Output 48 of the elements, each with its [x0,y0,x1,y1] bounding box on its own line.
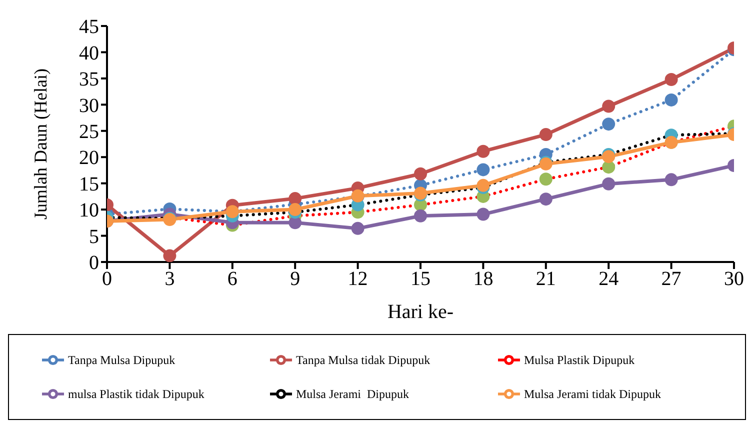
legend-label: Mulsa Plastik Dipupuk [524,352,635,367]
point [664,93,678,106]
point [602,118,616,131]
x-tick-label: 27 [661,268,682,290]
x-tick-label: 3 [164,268,175,290]
x-tick-label: 15 [410,268,430,290]
y-tick-label: 35 [79,68,99,91]
x-tick-label: 24 [598,268,619,290]
y-tick-label: 40 [79,42,99,64]
point [539,192,552,206]
point [414,167,427,180]
y-tick-label: 20 [79,147,99,170]
y-tick-label: 10 [79,200,99,222]
x-tick-label: 9 [290,268,300,290]
legend-label: Tanpa Mulsa tidak Dipupuk [296,352,430,367]
point [602,100,616,113]
point [476,208,490,221]
y-tick-label: 25 [79,120,99,143]
x-tick-label: 21 [536,268,556,290]
y-tick-label: 30 [79,94,99,117]
y-tick-label: 45 [79,16,99,38]
x-axis-title: Hari ke- [387,301,454,323]
point [476,144,490,158]
x-tick-label: 18 [473,268,494,290]
y-axis-title: Jumlah Daun (Helai) [30,68,50,220]
legend-label: Mulsa Jerami Dipupuk [296,386,409,401]
x-tick-label: 6 [227,268,238,290]
point [602,177,616,190]
point [476,163,490,176]
point [288,203,302,216]
point [539,172,552,186]
point [351,222,364,235]
point [476,178,490,192]
point [602,150,616,164]
point [539,128,552,142]
point [163,249,176,262]
point [664,173,678,186]
legend-label: Mulsa Jerami tidak Dipupuk [524,386,661,401]
legend-label: Tanpa Mulsa Dipupuk [68,352,176,367]
point [414,209,427,222]
x-tick-label: 12 [348,268,368,290]
y-tick-label: 15 [79,173,99,196]
point [664,72,678,86]
x-tick-label: 30 [724,268,744,290]
point [288,192,302,206]
legend-label: mulsa Plastik tidak Dipupuk [68,386,204,401]
y-tick-label: 0 [89,252,99,274]
y-tick-label: 5 [89,226,99,248]
